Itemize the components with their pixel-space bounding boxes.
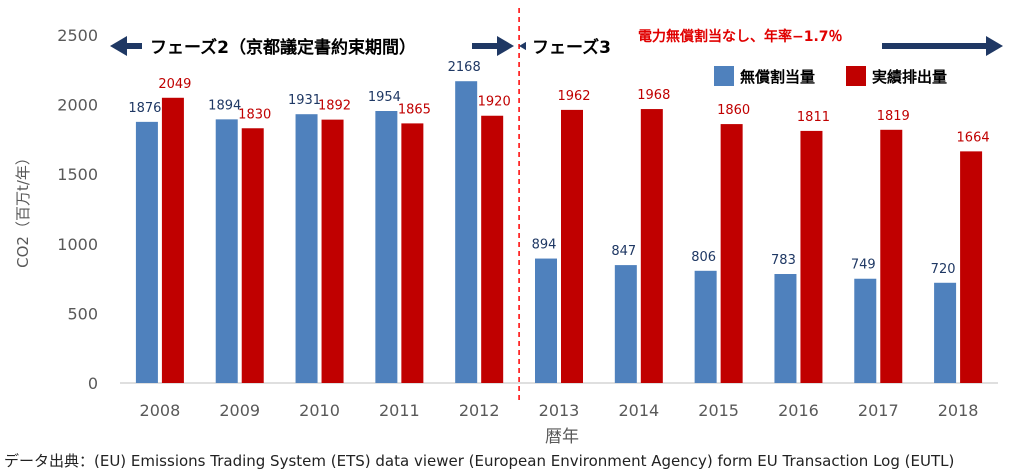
bar-free-allocation [455, 81, 478, 383]
y-tick-label: 2000 [57, 96, 98, 115]
phase3-label: フェーズ3 [532, 37, 611, 58]
y-axis-title: CO2（百万t/年） [14, 150, 32, 268]
legend-label: 無償割当量 [740, 68, 815, 86]
bar-verified-emissions [561, 109, 583, 384]
bar-verified-emissions [161, 97, 184, 383]
legend: 無償割当量 実績排出量 [714, 66, 947, 86]
data-label: 783 [771, 253, 796, 268]
x-tick-label: 2017 [858, 401, 899, 420]
y-tick-label: 0 [88, 374, 98, 393]
bar-verified-emissions [640, 109, 663, 384]
bar-free-allocation [375, 111, 398, 383]
y-tick-label: 500 [67, 304, 98, 323]
x-tick-label: 2008 [140, 401, 181, 420]
legend-swatch [714, 66, 734, 86]
phase2-label: フェーズ2（京都議定書約束期間） [150, 37, 416, 58]
x-tick-label: 2013 [539, 401, 580, 420]
y-tick-label: 1500 [57, 165, 98, 184]
data-label: 720 [931, 262, 956, 277]
x-tick-label: 2018 [938, 401, 979, 420]
bar-free-allocation [854, 278, 877, 383]
x-tick-label: 2011 [379, 401, 420, 420]
phase2-label-bg [142, 30, 472, 60]
bar-free-allocation [934, 282, 957, 383]
bar-verified-emissions [401, 123, 424, 383]
data-label: 1920 [478, 95, 511, 110]
bar-verified-emissions [321, 119, 344, 383]
data-label: 1968 [637, 88, 670, 103]
bar-verified-emissions [481, 115, 504, 384]
bar-free-allocation [215, 119, 238, 384]
data-label: 1865 [398, 102, 431, 117]
bar-verified-emissions [241, 128, 264, 383]
data-label: 1962 [557, 89, 590, 104]
data-source-note: データ出典：(EU) Emissions Trading System (ETS… [4, 452, 955, 470]
data-label: 1876 [128, 101, 161, 116]
bar-free-allocation [694, 270, 717, 383]
data-label: 1931 [288, 93, 321, 108]
data-label: 2049 [158, 77, 191, 92]
legend-label: 実績排出量 [872, 68, 947, 86]
bar-free-allocation [774, 274, 797, 383]
x-tick-label: 2015 [698, 401, 739, 420]
data-label: 749 [851, 258, 876, 273]
axes: 0 500 1000 1500 2000 2500 2008 2009 2010 2011 2012… [14, 26, 998, 447]
phase3-note: 電力無償割当なし、年率−1.7％ [638, 28, 843, 45]
bar-free-allocation [535, 258, 557, 383]
arrow-head-left [110, 36, 127, 56]
data-label: 847 [611, 244, 636, 259]
bar-verified-emissions [880, 129, 903, 383]
legend-swatch [846, 66, 866, 86]
data-label: 1830 [238, 107, 271, 122]
data-label: 2168 [448, 60, 481, 75]
data-label: 1954 [368, 90, 401, 105]
data-label: 1811 [797, 110, 830, 125]
data-label: 806 [691, 250, 716, 265]
bar-verified-emissions [960, 151, 983, 383]
data-label: 1892 [318, 99, 351, 114]
data-label: 1664 [957, 130, 990, 145]
bar-free-allocation [135, 121, 158, 383]
x-tick-label: 2010 [299, 401, 340, 420]
x-tick-label: 2016 [778, 401, 819, 420]
bar-free-allocation [295, 114, 318, 383]
data-label: 1819 [877, 109, 910, 124]
y-tick-label: 1000 [57, 235, 98, 254]
x-tick-label: 2014 [618, 401, 659, 420]
data-label: 1860 [717, 103, 750, 118]
bar-free-allocation [614, 265, 637, 383]
data-label: 1894 [208, 98, 241, 113]
data-label: 894 [532, 238, 557, 253]
bars [135, 81, 983, 384]
phase3-label-bg [526, 30, 882, 60]
bar-verified-emissions [800, 130, 823, 383]
data-labels: 1876 1894 1931 1954 2168 894 847 806 783 749 720 20… [128, 60, 989, 277]
arrow-head-right [497, 36, 514, 56]
phase-annotations: フェーズ2（京都議定書約束期間） フェーズ3 電力無償割当なし、年率−1.7％ [110, 8, 1003, 403]
arrow-head-right [986, 36, 1003, 56]
bar-verified-emissions [720, 124, 743, 383]
x-tick-label: 2009 [219, 401, 260, 420]
x-tick-label: 2012 [459, 401, 500, 420]
y-tick-label: 2500 [57, 26, 98, 45]
x-axis-title: 暦年 [545, 427, 579, 447]
